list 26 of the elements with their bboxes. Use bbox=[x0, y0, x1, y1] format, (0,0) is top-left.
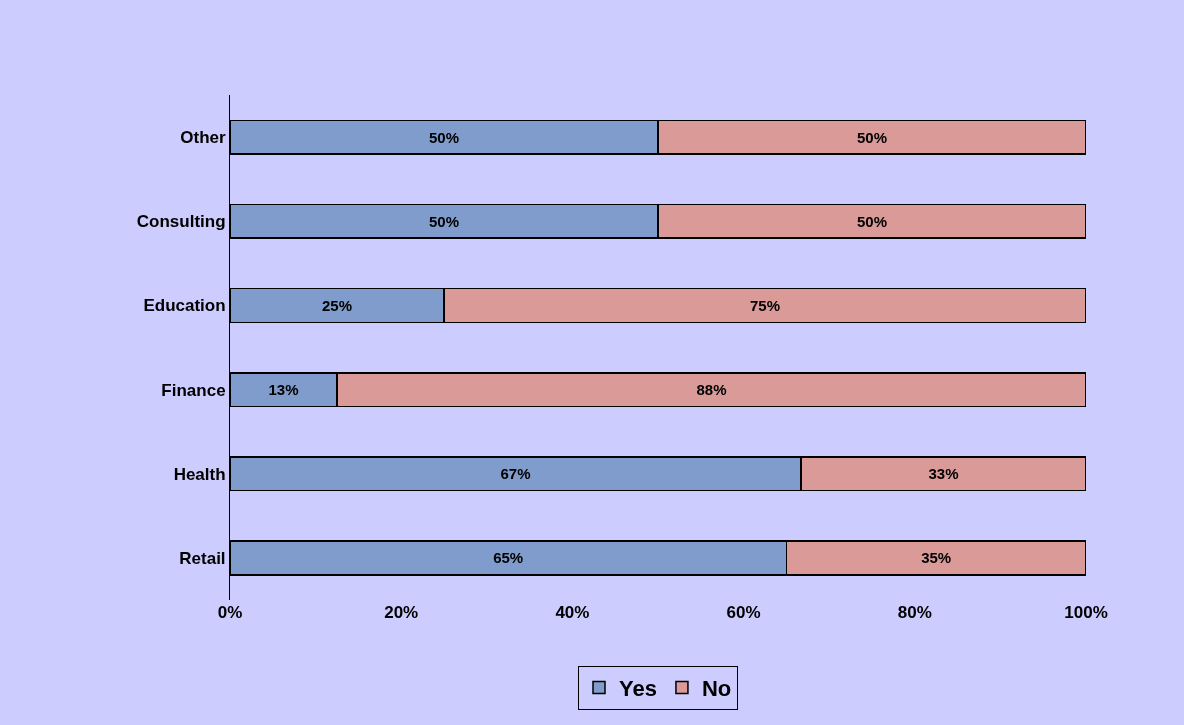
data-label: 88% bbox=[696, 381, 727, 399]
data-label: 50% bbox=[856, 128, 888, 146]
x-tick-label: 20% bbox=[384, 603, 419, 622]
x-tick-label: 60% bbox=[726, 603, 761, 622]
x-tick-label: 0% bbox=[217, 603, 243, 622]
y-tick-label: Health bbox=[173, 464, 226, 484]
x-tick-label: 80% bbox=[897, 603, 932, 622]
y-tick-label: Retail bbox=[179, 548, 226, 568]
data-label: 50% bbox=[428, 212, 460, 230]
data-label: 33% bbox=[928, 465, 959, 483]
legend-label: Yes bbox=[619, 676, 657, 702]
y-tick-label: Consulting bbox=[136, 212, 226, 232]
y-tick-label: Finance bbox=[161, 380, 226, 400]
x-tick-label: 100% bbox=[1064, 603, 1108, 622]
data-label: 75% bbox=[749, 296, 781, 314]
data-label: 67% bbox=[500, 465, 531, 483]
x-tick-label: 40% bbox=[555, 603, 590, 622]
data-label: 65% bbox=[493, 549, 524, 567]
data-label: 25% bbox=[321, 296, 353, 314]
data-label: 50% bbox=[856, 212, 888, 230]
data-label: 50% bbox=[428, 128, 460, 146]
y-tick-label: Education bbox=[143, 296, 226, 316]
data-label: 13% bbox=[268, 381, 299, 399]
data-label: 35% bbox=[921, 549, 952, 567]
y-tick-label: Other bbox=[180, 128, 226, 148]
legend-label: No bbox=[701, 676, 732, 702]
